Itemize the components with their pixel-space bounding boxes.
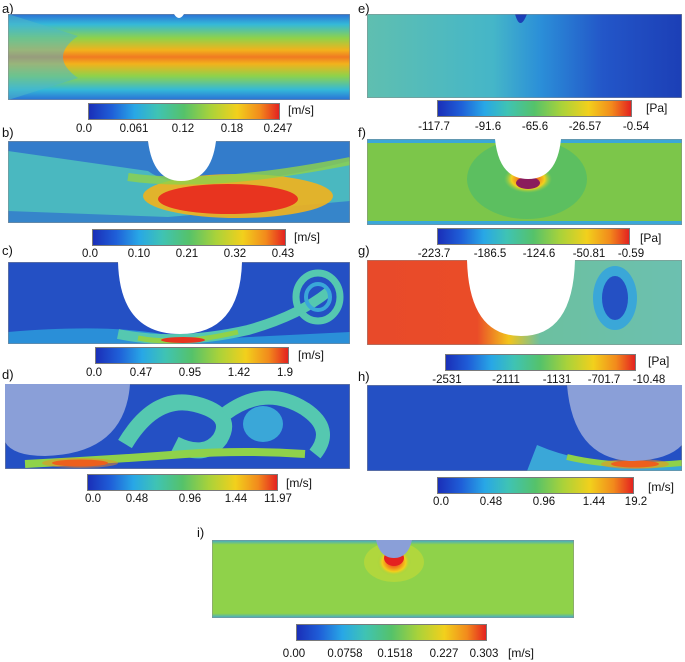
colorbar-tick: -124.6 <box>522 248 556 260</box>
colorbar <box>87 474 278 491</box>
colorbar-tick: 1.42 <box>227 367 251 379</box>
colorbar-unit: [m/s] <box>508 646 534 660</box>
velocity-field-plot <box>8 141 350 223</box>
colorbar-tick: 11.97 <box>264 493 292 505</box>
colorbar-tick: 1.44 <box>224 493 248 505</box>
panel-label: d) <box>2 367 14 382</box>
colorbar-tick: -26.57 <box>568 121 602 133</box>
panel-label: c) <box>2 243 13 258</box>
colorbar-tick: -0.59 <box>617 248 645 260</box>
colorbar-tick: 0.48 <box>479 496 503 508</box>
colorbar-unit: [Pa] <box>640 231 662 245</box>
colorbar-tick: -701.7 <box>587 374 621 386</box>
colorbar-tick: -0.54 <box>622 121 650 133</box>
pressure-field-plot <box>367 139 682 225</box>
colorbar <box>92 229 286 246</box>
colorbar-tick: -1131 <box>542 374 572 386</box>
panel-label: f) <box>358 125 366 140</box>
colorbar <box>437 228 630 245</box>
colorbar-tick: 19.2 <box>624 496 648 508</box>
colorbar <box>88 103 280 120</box>
colorbar-tick: 0.227 <box>429 648 459 660</box>
velocity-field-plot <box>5 384 350 469</box>
panel-label: e) <box>358 1 370 16</box>
colorbar-tick: 1.44 <box>582 496 606 508</box>
colorbar <box>437 477 634 494</box>
colorbar-tick: 1.9 <box>277 367 293 379</box>
colorbar-tick: 0.247 <box>263 123 293 135</box>
colorbar-unit: [m/s] <box>288 103 314 117</box>
colorbar <box>437 100 632 117</box>
colorbar <box>296 624 487 641</box>
pressure-field-plot <box>367 260 682 345</box>
colorbar-tick: 0.0 <box>433 496 449 508</box>
colorbar-tick: -65.6 <box>521 121 549 133</box>
colorbar-tick: 0.47 <box>129 367 153 379</box>
velocity-field-plot <box>367 385 682 471</box>
colorbar-tick: 0.0 <box>82 248 98 260</box>
panel-label: h) <box>358 369 370 384</box>
colorbar-tick: 0.21 <box>175 248 199 260</box>
colorbar-tick: 0.303 <box>469 648 499 660</box>
velocity-field-plot <box>8 14 350 100</box>
colorbar-tick: 0.96 <box>178 493 202 505</box>
colorbar-unit: [Pa] <box>646 101 668 115</box>
colorbar-tick: -223.7 <box>417 248 451 260</box>
colorbar <box>95 347 289 364</box>
colorbar-tick: 0.0 <box>86 367 102 379</box>
colorbar-tick: 0.0 <box>76 123 92 135</box>
colorbar-tick: -186.5 <box>473 248 507 260</box>
colorbar-tick: 0.48 <box>125 493 149 505</box>
colorbar-tick: 0.32 <box>223 248 247 260</box>
colorbar-tick: -117.7 <box>418 121 450 133</box>
colorbar-tick: 0.18 <box>220 123 244 135</box>
colorbar-unit: [m/s] <box>648 480 674 494</box>
colorbar-tick: -50.81 <box>572 248 606 260</box>
colorbar-tick: 0.0758 <box>327 648 363 660</box>
panel-label: i) <box>197 525 205 540</box>
pressure-field-plot <box>367 14 682 98</box>
panel-label: b) <box>2 125 14 140</box>
velocity-field-plot <box>8 262 350 344</box>
colorbar-unit: [Pa] <box>648 354 670 368</box>
colorbar-tick: 0.43 <box>271 248 295 260</box>
colorbar-tick: 0.0 <box>85 493 101 505</box>
panel-label: g) <box>358 243 370 258</box>
colorbar-tick: -2111 <box>492 374 520 386</box>
colorbar <box>445 354 636 371</box>
colorbar-tick: -10.48 <box>632 374 666 386</box>
velocity-field-plot <box>212 540 574 618</box>
colorbar-unit: [m/s] <box>286 476 312 490</box>
colorbar-unit: [m/s] <box>294 230 320 244</box>
colorbar-tick: 0.00 <box>282 648 306 660</box>
colorbar-tick: 0.96 <box>532 496 556 508</box>
colorbar-tick: 0.10 <box>127 248 151 260</box>
colorbar-tick: -2531 <box>432 374 462 386</box>
colorbar-tick: 0.1518 <box>377 648 413 660</box>
colorbar-tick: 0.12 <box>171 123 195 135</box>
colorbar-tick: 0.95 <box>178 367 202 379</box>
colorbar-unit: [m/s] <box>298 348 324 362</box>
colorbar-tick: 0.061 <box>119 123 149 135</box>
colorbar-tick: -91.6 <box>474 121 502 133</box>
panel-label: a) <box>2 1 14 16</box>
